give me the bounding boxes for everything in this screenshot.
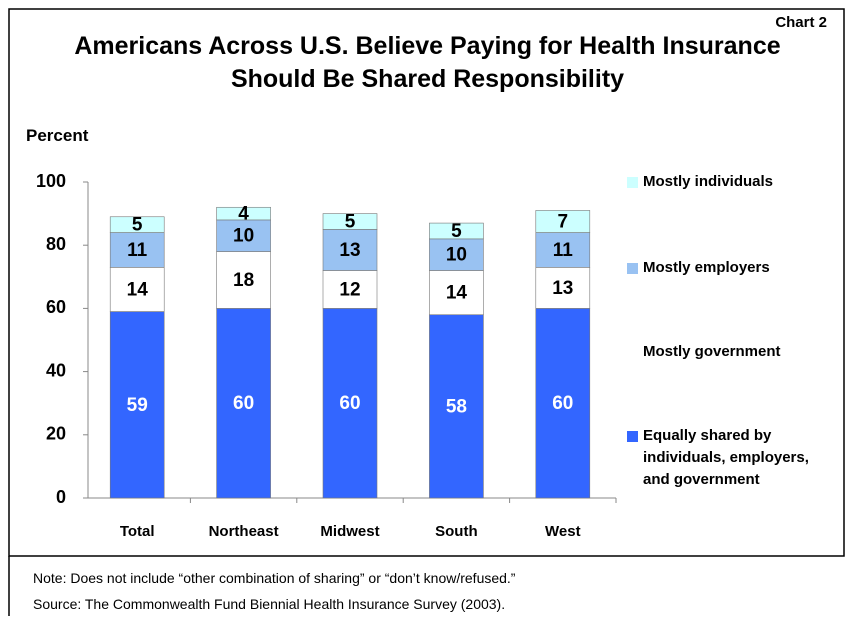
bar-segment (216, 219, 271, 252)
legend-label: Mostly individuals (643, 173, 774, 190)
data-label: 60 (233, 393, 254, 414)
x-tick-label: Total (120, 523, 155, 540)
data-label: 11 (553, 240, 574, 261)
data-label: 7 (558, 212, 569, 233)
bar-segment (429, 270, 484, 316)
data-label: 10 (446, 245, 467, 266)
data-label: 5 (132, 215, 143, 236)
legend-label: Mostly government (643, 343, 781, 360)
y-tick-label: 60 (46, 297, 66, 317)
data-label: 5 (345, 212, 356, 233)
chart-badge: Chart 2 (775, 14, 827, 31)
y-tick-label: 100 (36, 171, 66, 191)
bar-segment (535, 308, 591, 499)
data-label: 12 (339, 279, 360, 300)
y-tick-label: 80 (46, 234, 66, 254)
chart-title: Americans Across U.S. Believe Paying for… (74, 32, 781, 93)
data-label: 58 (446, 396, 467, 417)
bar-segment (109, 216, 165, 233)
bar-segment (216, 251, 271, 309)
source: Source: The Commonwealth Fund Biennial H… (33, 596, 506, 612)
bar-segment (109, 311, 165, 499)
x-tick-label: Midwest (320, 523, 379, 540)
bar-segment (322, 229, 378, 271)
bar-segment (429, 314, 484, 499)
data-label: 10 (233, 226, 254, 247)
data-label: 4 (238, 204, 249, 225)
bar-segment (429, 222, 484, 240)
bar-segment (322, 308, 378, 499)
x-tick-label: Northeast (209, 523, 279, 540)
data-label: 60 (552, 393, 573, 414)
bar-segment (322, 213, 378, 230)
data-label: 14 (446, 283, 468, 304)
data-label: 5 (451, 221, 462, 242)
bar-segment (216, 206, 271, 221)
x-tick-label: West (545, 523, 581, 540)
data-label: 59 (127, 395, 148, 416)
bar-segment (216, 308, 271, 499)
data-label: 14 (127, 279, 149, 300)
data-label: 60 (339, 393, 360, 414)
data-label: 18 (233, 270, 254, 291)
bar-segment (322, 270, 378, 309)
data-label: 11 (127, 240, 148, 261)
data-label: 13 (552, 278, 573, 299)
x-tick-label: South (435, 523, 478, 540)
bar-segment (109, 232, 165, 268)
bar-segment (535, 232, 591, 268)
legend-label: Equally shared by individuals, employers… (643, 427, 809, 488)
y-tick-label: 20 (46, 424, 66, 444)
data-label: 13 (339, 240, 360, 261)
y-tick-label: 0 (56, 487, 66, 507)
bar-segment (535, 210, 591, 233)
bar-segment (535, 267, 591, 309)
legend-swatch (627, 263, 638, 274)
bar-segment (109, 267, 165, 312)
y-axis-label: Percent (26, 126, 89, 145)
y-tick-label: 40 (46, 360, 66, 380)
legend-swatch (627, 431, 638, 442)
legend-swatch (627, 177, 638, 188)
frame (8, 8, 845, 557)
note: Note: Does not include “other combinatio… (33, 570, 516, 586)
legend-label: Mostly employers (643, 259, 770, 276)
legend-swatch (627, 347, 638, 358)
